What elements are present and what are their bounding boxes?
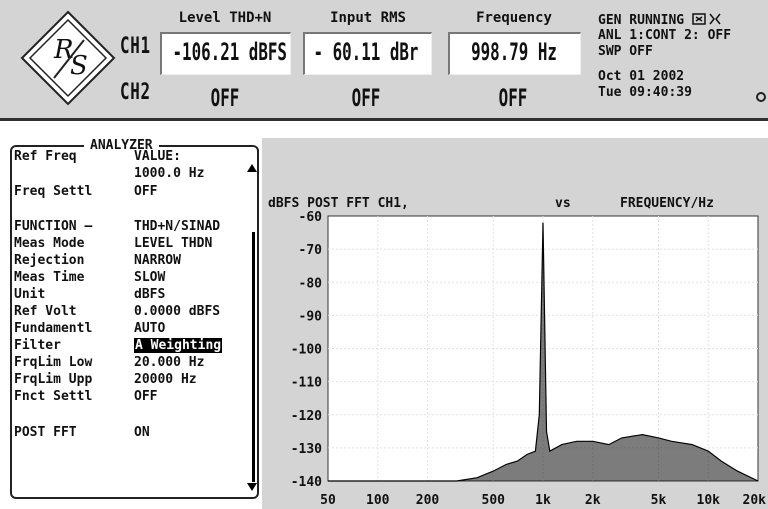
meas3-heading: Frequency [476, 10, 552, 26]
y-tick-label: -60 [299, 210, 323, 225]
meas1-box[interactable] [160, 32, 291, 75]
status-gen: GEN RUNNING [598, 12, 724, 28]
analyzer-panel-title: ANALYZER [84, 138, 159, 153]
x-tick-label: 20k [743, 493, 767, 508]
meas1-heading: Level THD+N [178, 10, 272, 26]
meas2-heading: Input RMS [330, 10, 406, 26]
filter-selected-value[interactable]: A Weighting [134, 338, 223, 353]
svg-text:R: R [53, 35, 74, 65]
ch2-label: CH2 [120, 80, 151, 105]
y-tick-label: -100 [291, 343, 322, 358]
meas2-box[interactable] [303, 32, 432, 75]
graph-title-right: FREQUENCY/Hz [620, 196, 714, 211]
meas2-ch1-value: - 60.11 dBr [313, 38, 419, 66]
graph-title-vs: vs [555, 196, 571, 211]
x-tick-label: 500 [482, 493, 506, 508]
graph-title-left: dBFS POST FFT CH1, [268, 196, 409, 211]
x-tick-label: 200 [416, 493, 440, 508]
y-tick-label: -140 [291, 475, 322, 490]
status-swp: SWP OFF [598, 44, 653, 59]
meas1-ch1-value: -106.21 dBFS [172, 38, 287, 66]
activity-indicator-icon [756, 92, 766, 102]
meas2-ch2-value: OFF [351, 84, 381, 112]
x-tick-label: 10k [697, 493, 721, 508]
x-tick-label: 1k [535, 493, 551, 508]
scrollbar-thumb[interactable] [252, 232, 255, 482]
meas3-ch2-value: OFF [498, 84, 528, 112]
x-tick-label: 5k [651, 493, 667, 508]
meas1-ch2-value: OFF [210, 84, 240, 112]
y-tick-label: -90 [299, 309, 323, 324]
scroll-down-icon[interactable] [247, 483, 257, 491]
svg-text:S: S [70, 51, 88, 81]
y-tick-label: -130 [291, 442, 322, 457]
spectrum-fill [328, 222, 758, 481]
ch1-label: CH1 [120, 34, 151, 59]
x-tick-label: 50 [320, 493, 336, 508]
y-tick-label: -110 [291, 376, 322, 391]
measurement-header: R S CH1 CH2 Level THD+N -106.21 dBFS OFF… [0, 0, 768, 121]
status-date: Oct 01 2002 [598, 69, 685, 84]
y-tick-label: -120 [291, 409, 322, 424]
scroll-up-icon[interactable] [247, 164, 257, 172]
rs-logo-icon: R S [20, 10, 116, 106]
meas3-box[interactable] [448, 32, 581, 75]
meas3-ch1-value: 998.79 Hz [471, 38, 557, 66]
x-tick-label: 2k [585, 493, 601, 508]
keyboard-lock-icon [692, 13, 721, 25]
y-tick-label: -70 [299, 243, 323, 258]
x-tick-label: 100 [366, 493, 390, 508]
y-tick-label: -80 [299, 276, 323, 291]
status-anl: ANL 1:CONT 2: OFF [598, 28, 732, 43]
status-time: Tue 09:40:39 [598, 85, 692, 100]
